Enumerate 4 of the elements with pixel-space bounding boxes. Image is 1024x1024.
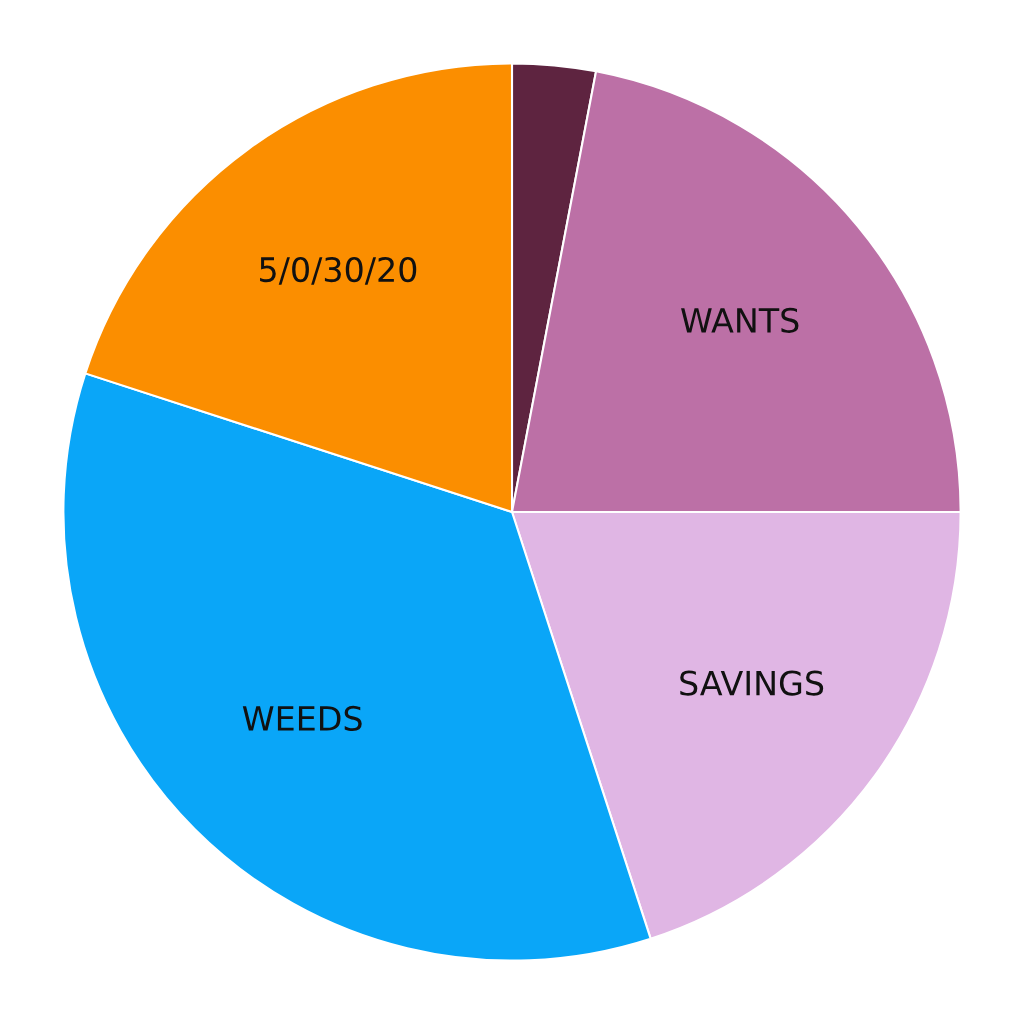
slice-label: WANTS <box>681 307 799 333</box>
slice-label: WEEDS <box>242 705 362 732</box>
slice-label: SAVINGS <box>680 670 824 696</box>
slice-label: 5/0/30/20 <box>260 256 417 285</box>
